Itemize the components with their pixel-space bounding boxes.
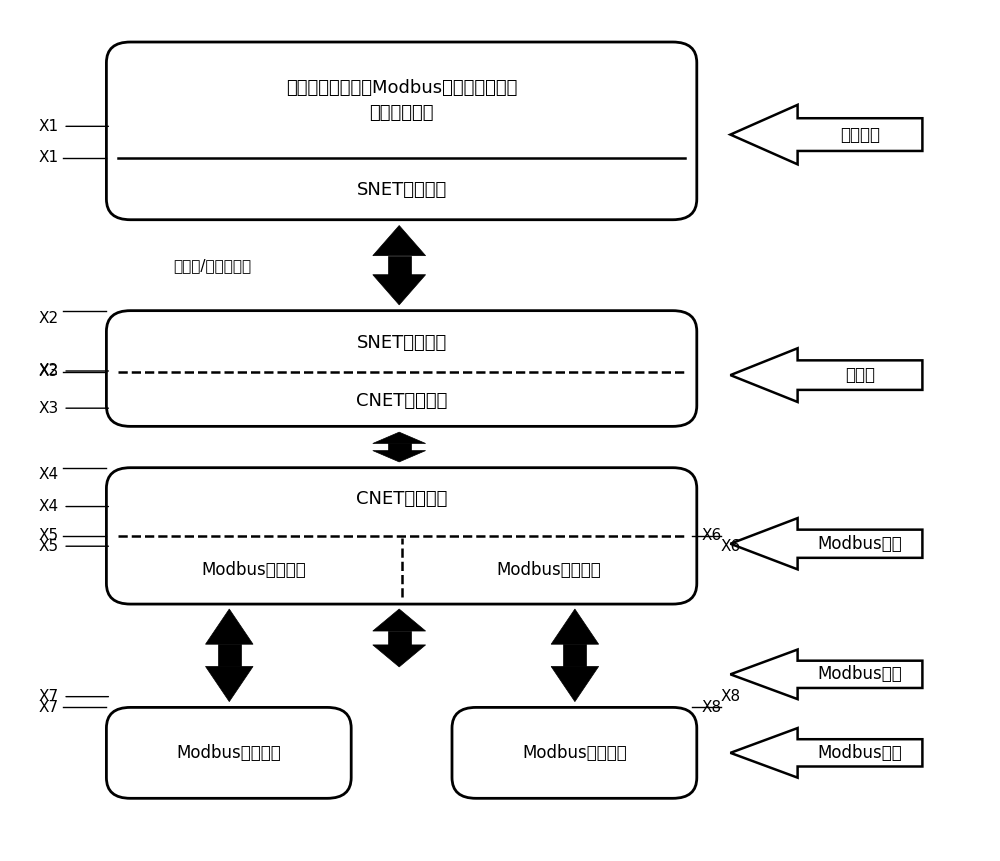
- Text: X6: X6: [702, 529, 722, 543]
- Text: 控制站: 控制站: [845, 366, 875, 384]
- FancyBboxPatch shape: [452, 708, 697, 798]
- Text: Modbus主站协议: Modbus主站协议: [202, 561, 306, 579]
- Text: X5: X5: [38, 529, 58, 543]
- Text: X8: X8: [702, 700, 722, 715]
- Text: X8: X8: [721, 689, 741, 704]
- Text: SNET接收协议: SNET接收协议: [356, 182, 447, 200]
- Polygon shape: [206, 666, 253, 702]
- Text: X1: X1: [38, 150, 58, 165]
- Text: X2: X2: [38, 312, 58, 326]
- Polygon shape: [563, 644, 586, 666]
- Text: X4: X4: [38, 467, 58, 482]
- Text: X4: X4: [38, 499, 58, 514]
- FancyBboxPatch shape: [106, 42, 697, 220]
- Polygon shape: [551, 666, 599, 702]
- Text: 提供者/消费者模型: 提供者/消费者模型: [174, 257, 252, 273]
- Polygon shape: [388, 443, 411, 450]
- Text: X7: X7: [38, 700, 58, 715]
- Text: Modbus从站协议: Modbus从站协议: [176, 744, 281, 762]
- Text: Modbus从站: Modbus从站: [818, 666, 902, 684]
- Polygon shape: [730, 518, 922, 569]
- Text: Modbus主站协议: Modbus主站协议: [522, 744, 627, 762]
- Text: 工程师站: 工程师站: [840, 126, 880, 144]
- Polygon shape: [373, 450, 426, 461]
- Text: Modbus从站协议: Modbus从站协议: [497, 561, 602, 579]
- Polygon shape: [373, 226, 426, 256]
- Polygon shape: [730, 649, 922, 699]
- Text: CNET从站协议: CNET从站协议: [356, 490, 447, 508]
- Text: X3: X3: [38, 364, 58, 380]
- Text: CNET主站协议: CNET主站协议: [356, 392, 447, 410]
- Text: X5: X5: [38, 539, 58, 554]
- Polygon shape: [730, 348, 922, 402]
- Text: X1: X1: [38, 119, 58, 133]
- Text: X6: X6: [721, 539, 741, 554]
- Polygon shape: [730, 105, 922, 164]
- Polygon shape: [373, 645, 426, 667]
- Text: X7: X7: [38, 689, 58, 704]
- Polygon shape: [373, 275, 426, 305]
- Polygon shape: [551, 609, 599, 644]
- Text: SNET发布协议: SNET发布协议: [356, 334, 447, 352]
- Text: Modbus模件: Modbus模件: [818, 535, 902, 553]
- Polygon shape: [206, 609, 253, 644]
- Polygon shape: [373, 609, 426, 631]
- Polygon shape: [388, 631, 411, 645]
- Text: Modbus主站: Modbus主站: [818, 744, 902, 762]
- Text: X3: X3: [38, 400, 58, 416]
- Polygon shape: [373, 432, 426, 443]
- Polygon shape: [388, 256, 411, 275]
- Polygon shape: [730, 728, 922, 777]
- Text: X2: X2: [38, 363, 58, 379]
- Text: 基于实时数据库的Modbus设备主从站通讯
管理控制平台: 基于实时数据库的Modbus设备主从站通讯 管理控制平台: [286, 79, 517, 122]
- FancyBboxPatch shape: [106, 468, 697, 604]
- FancyBboxPatch shape: [106, 708, 351, 798]
- Polygon shape: [218, 644, 241, 666]
- FancyBboxPatch shape: [106, 311, 697, 426]
